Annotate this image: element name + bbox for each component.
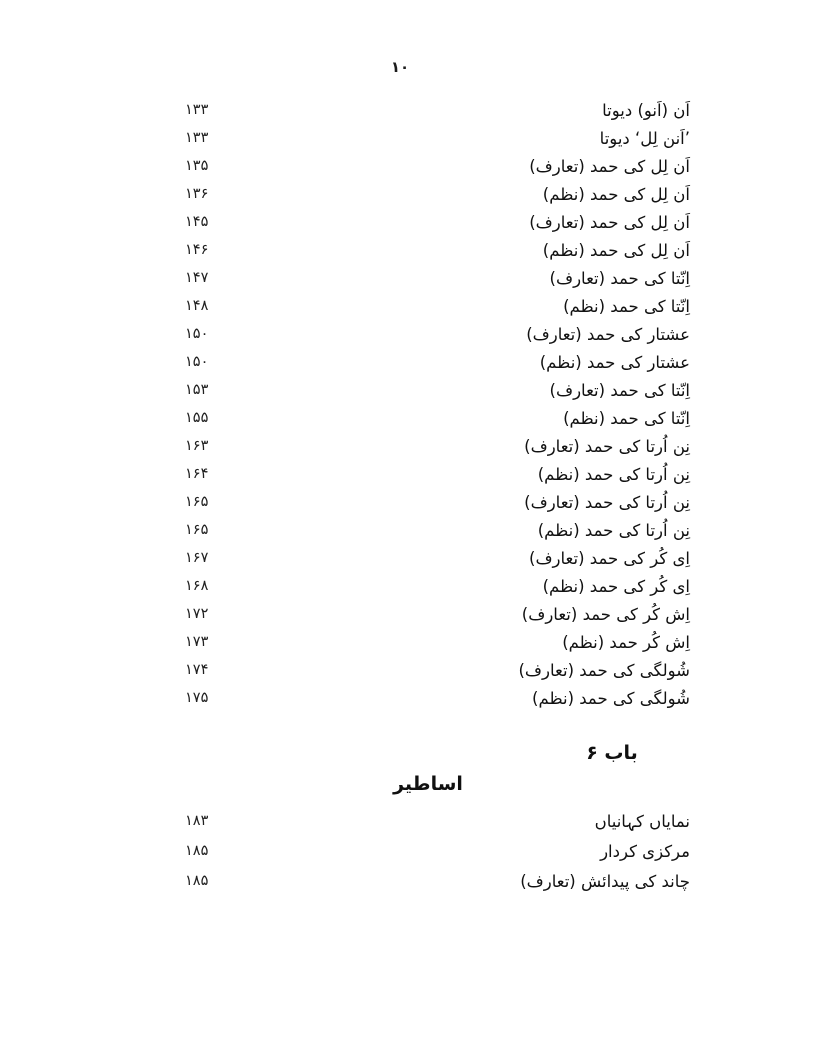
toc-page-number: ۱۴۸ bbox=[185, 298, 209, 314]
toc-entry-title: اِنّتا کی حمد (نظم) bbox=[563, 408, 690, 428]
toc-entry-title: عشتار کی حمد (نظم) bbox=[539, 352, 690, 372]
toc-row: ۱۶۵ نِن اُرتا کی حمد (نظم) bbox=[185, 516, 690, 544]
section-toc-list: ۱۸۳ نمایاں کہانیاں ۱۸۵ مرکزی کردار ۱۸۵ چ… bbox=[185, 806, 690, 896]
chapter-label: باب ۶ bbox=[586, 742, 638, 764]
toc-entry-title: اِش کُر کی حمد (تعارف) bbox=[521, 604, 690, 624]
toc-entry-title: چاند کی پیدائش (تعارف) bbox=[520, 871, 690, 891]
toc-entry-title: اِنّتا کی حمد (تعارف) bbox=[549, 380, 690, 400]
toc-row: ۱۳۶ اَن لِل کی حمد (نظم) bbox=[185, 180, 690, 208]
toc-page-number: ۱۶۴ bbox=[185, 466, 209, 482]
toc-page-number: ۱۷۲ bbox=[185, 606, 209, 622]
toc-row: ۱۴۷ اِنّتا کی حمد (تعارف) bbox=[185, 264, 690, 292]
toc-row: ۱۳۳ ’اَنن لِل‘ دیوتا bbox=[185, 124, 690, 152]
toc-row: ۱۳۳ اَن (اَنو) دیوتا bbox=[185, 96, 690, 124]
toc-entry-title: اَن لِل کی حمد (تعارف) bbox=[529, 156, 690, 176]
toc-row: ۱۵۵ اِنّتا کی حمد (نظم) bbox=[185, 404, 690, 432]
toc-page-number: ۱۸۵ bbox=[185, 843, 209, 859]
toc-page-number: ۱۸۵ bbox=[185, 873, 209, 889]
toc-page-number: ۱۷۳ bbox=[185, 634, 209, 650]
toc-row: ۱۸۵ چاند کی پیدائش (تعارف) bbox=[185, 866, 690, 896]
toc-row: ۱۸۳ نمایاں کہانیاں bbox=[185, 806, 690, 836]
toc-row: ۱۸۵ مرکزی کردار bbox=[185, 836, 690, 866]
toc-entry-title: اَن (اَنو) دیوتا bbox=[602, 100, 690, 120]
toc-entry-title: اِنّتا کی حمد (تعارف) bbox=[549, 268, 690, 288]
toc-page-number: ۱۵۳ bbox=[185, 382, 209, 398]
toc-page-number: ۱۵۵ bbox=[185, 410, 209, 426]
toc-entry-title: شُولگی کی حمد (تعارف) bbox=[518, 660, 690, 680]
toc-page-number: ۱۴۶ bbox=[185, 242, 209, 258]
toc-entry-title: اِش کُر حمد (نظم) bbox=[562, 632, 690, 652]
toc-row: ۱۶۸ اِی کُر کی حمد (نظم) bbox=[185, 572, 690, 600]
toc-entry-title: اَن لِل کی حمد (نظم) bbox=[542, 184, 690, 204]
toc-row: ۱۶۵ نِن اُرتا کی حمد (تعارف) bbox=[185, 488, 690, 516]
toc-page-number: ۱۷۴ bbox=[185, 662, 209, 678]
toc-entry-title: نمایاں کہانیاں bbox=[594, 811, 690, 831]
toc-page-number: ۱۵۰ bbox=[185, 354, 209, 370]
toc-entry-title: نِن اُرتا کی حمد (نظم) bbox=[537, 464, 690, 484]
toc-page-number: ۱۶۳ bbox=[185, 438, 209, 454]
toc-row: ۱۴۶ اَن لِل کی حمد (نظم) bbox=[185, 236, 690, 264]
toc-page-number: ۱۳۵ bbox=[185, 158, 209, 174]
toc-row: ۱۷۵ شُولگی کی حمد (نظم) bbox=[185, 684, 690, 712]
toc-row: ۱۵۰ عشتار کی حمد (نظم) bbox=[185, 348, 690, 376]
toc-page-number: ۱۶۸ bbox=[185, 578, 209, 594]
toc-row: ۱۵۰ عشتار کی حمد (تعارف) bbox=[185, 320, 690, 348]
toc-entry-title: اَن لِل کی حمد (نظم) bbox=[542, 240, 690, 260]
toc-row: ۱۷۲ اِش کُر کی حمد (تعارف) bbox=[185, 600, 690, 628]
toc-entry-title: نِن اُرتا کی حمد (تعارف) bbox=[524, 436, 690, 456]
toc-page-number: ۱۶۷ bbox=[185, 550, 209, 566]
toc-page-number: ۱۵۰ bbox=[185, 326, 209, 342]
toc-entry-title: اِنّتا کی حمد (نظم) bbox=[563, 296, 690, 316]
toc-entry-title: نِن اُرتا کی حمد (نظم) bbox=[537, 520, 690, 540]
toc-row: ۱۴۸ اِنّتا کی حمد (نظم) bbox=[185, 292, 690, 320]
toc-list: ۱۳۳ اَن (اَنو) دیوتا ۱۳۳ ’اَنن لِل‘ دیوت… bbox=[185, 96, 690, 712]
toc-entry-title: مرکزی کردار bbox=[600, 841, 690, 861]
toc-page-number: ۱۷۵ bbox=[185, 690, 209, 706]
toc-row: ۱۷۴ شُولگی کی حمد (تعارف) bbox=[185, 656, 690, 684]
toc-entry-title: اِی کُر کی حمد (نظم) bbox=[542, 576, 690, 596]
toc-page-number: ۱۳۶ bbox=[185, 186, 209, 202]
toc-entry-title: ’اَنن لِل‘ دیوتا bbox=[599, 128, 690, 148]
toc-row: ۱۴۵ اَن لِل کی حمد (تعارف) bbox=[185, 208, 690, 236]
toc-page-number: ۱۶۵ bbox=[185, 494, 209, 510]
toc-entry-title: نِن اُرتا کی حمد (تعارف) bbox=[524, 492, 690, 512]
toc-page-number: ۱۸۳ bbox=[185, 813, 209, 829]
toc-entry-title: اَن لِل کی حمد (تعارف) bbox=[529, 212, 690, 232]
toc-row: ۱۷۳ اِش کُر حمد (نظم) bbox=[185, 628, 690, 656]
toc-row: ۱۶۴ نِن اُرتا کی حمد (نظم) bbox=[185, 460, 690, 488]
toc-entry-title: عشتار کی حمد (تعارف) bbox=[526, 324, 690, 344]
chapter-title: اساطیر bbox=[393, 773, 463, 795]
toc-page-number: ۱۳۳ bbox=[185, 102, 209, 118]
toc-row: ۱۳۵ اَن لِل کی حمد (تعارف) bbox=[185, 152, 690, 180]
toc-entry-title: اِی کُر کی حمد (تعارف) bbox=[529, 548, 690, 568]
toc-page-number: ۱۴۵ bbox=[185, 214, 209, 230]
toc-page-number: ۱۴۷ bbox=[185, 270, 209, 286]
toc-entry-title: شُولگی کی حمد (نظم) bbox=[532, 688, 690, 708]
toc-page-number: ۱۳۳ bbox=[185, 130, 209, 146]
toc-row: ۱۶۳ نِن اُرتا کی حمد (تعارف) bbox=[185, 432, 690, 460]
toc-page-number: ۱۶۵ bbox=[185, 522, 209, 538]
toc-row: ۱۵۳ اِنّتا کی حمد (تعارف) bbox=[185, 376, 690, 404]
toc-row: ۱۶۷ اِی کُر کی حمد (تعارف) bbox=[185, 544, 690, 572]
page-number: ۱۰ bbox=[390, 58, 410, 76]
